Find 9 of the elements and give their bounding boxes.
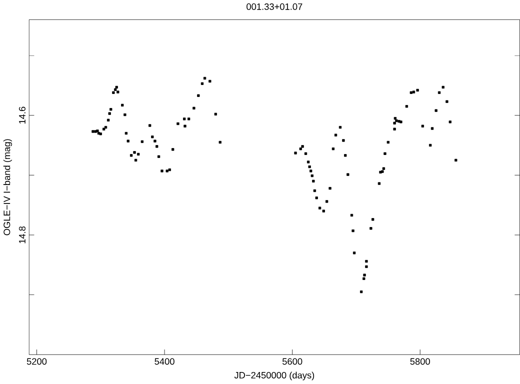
x-axis-title: JD−2450000 (days) [234,372,314,380]
x-tick-label: 5600 [282,358,302,365]
x-tick-label: 5400 [154,358,174,365]
y-tick-label: 14.8 [18,226,26,244]
y-axis-title: OGLE−IV I−band (mag) [3,139,12,236]
x-tick-label: 5800 [410,358,430,365]
chart-title: 001.33+01.07 [246,4,302,10]
x-tick-label: 5200 [26,358,47,365]
y-tick-label: 14.6 [18,106,26,124]
